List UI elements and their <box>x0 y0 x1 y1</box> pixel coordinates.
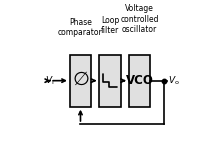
Bar <box>129 55 150 107</box>
Text: Loop
filter: Loop filter <box>101 16 119 35</box>
Text: VCO: VCO <box>126 74 154 87</box>
Bar <box>99 55 121 107</box>
Text: Voltage
controlled
oscillator: Voltage controlled oscillator <box>120 4 159 34</box>
Text: $\it{V}_{\rm{i}}$: $\it{V}_{\rm{i}}$ <box>45 74 54 87</box>
Bar <box>70 55 91 107</box>
Text: $\it{V}_{\rm{o}}$: $\it{V}_{\rm{o}}$ <box>168 74 180 87</box>
Text: $\emptyset$: $\emptyset$ <box>72 70 89 89</box>
Text: Phase
comparator: Phase comparator <box>58 18 103 37</box>
